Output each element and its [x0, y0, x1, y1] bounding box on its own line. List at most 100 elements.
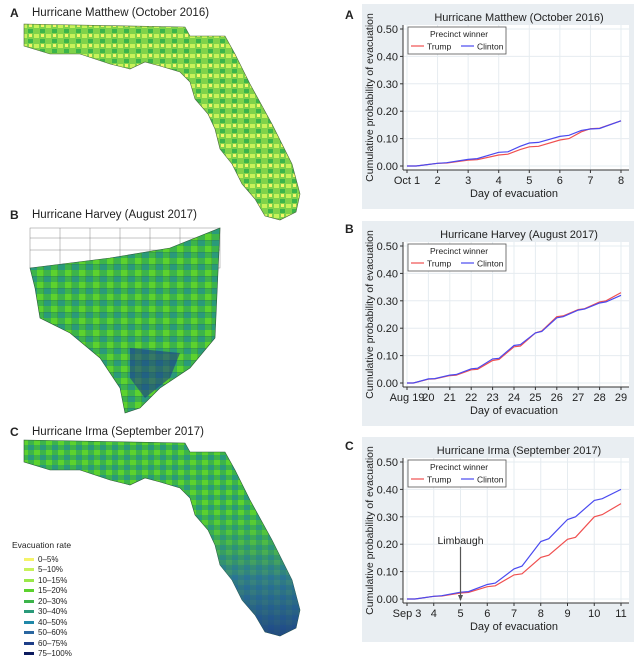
legend-swatch: [24, 568, 34, 571]
y-tick-label: 0.40: [377, 484, 398, 496]
x-axis-label: Day of evacuation: [470, 621, 558, 633]
legend-swatch: [24, 610, 34, 613]
y-tick-label: 0.30: [377, 296, 398, 308]
x-tick-label: 4: [496, 175, 502, 187]
x-tick-label: 6: [557, 175, 563, 187]
legend-label: 40–50%: [38, 618, 67, 627]
x-tick-label: 2: [435, 175, 441, 187]
legend-label-trump: Trump: [427, 259, 452, 269]
legend-label: 50–60%: [38, 628, 67, 637]
legend-item: 15–20%: [8, 586, 72, 597]
legend-swatch: [24, 579, 34, 582]
legend-item: 50–60%: [8, 628, 72, 639]
map-florida-matthew: [24, 24, 300, 220]
x-tick-label: Sep 3: [393, 608, 422, 620]
x-tick-label: 8: [618, 175, 624, 187]
legend-swatch: [24, 631, 34, 634]
legend-label: 30–40%: [38, 607, 67, 616]
y-tick-label: 0.50: [377, 241, 398, 253]
legend-label-clinton: Clinton: [477, 259, 504, 269]
legend-label: 5–10%: [38, 565, 63, 574]
legend-label-trump: Trump: [427, 475, 452, 485]
x-axis-label: Day of evacuation: [470, 405, 558, 417]
legend-label-clinton: Clinton: [477, 475, 504, 485]
chart-title: Hurricane Harvey (August 2017): [440, 229, 598, 241]
legend-item: 40–50%: [8, 617, 72, 628]
legend-swatch: [24, 558, 34, 561]
y-tick-label: 0.00: [377, 378, 398, 390]
legend-item: 0–5%: [8, 554, 72, 565]
y-tick-label: 0.50: [377, 24, 398, 36]
x-axis-label: Day of evacuation: [470, 188, 558, 200]
y-tick-label: 0.10: [377, 567, 398, 579]
x-tick-label: 24: [508, 392, 520, 404]
y-tick-label: 0.00: [377, 161, 398, 173]
x-tick-label: 5: [457, 608, 463, 620]
legend-label: 20–30%: [38, 597, 67, 606]
y-tick-label: 0.40: [377, 51, 398, 63]
chart-title: Hurricane Matthew (October 2016): [434, 12, 603, 24]
y-tick-label: 0.20: [377, 106, 398, 118]
y-tick-label: 0.40: [377, 268, 398, 280]
x-tick-label: 23: [486, 392, 498, 404]
x-tick-label: 22: [465, 392, 477, 404]
x-tick-label: 26: [551, 392, 563, 404]
legend-title: Precinct winner: [430, 246, 488, 256]
x-tick-label: 9: [564, 608, 570, 620]
legend-label: 75–100%: [38, 649, 72, 658]
legend-item: 10–15%: [8, 575, 72, 586]
legend-label: 15–20%: [38, 586, 67, 595]
legend-title: Evacuation rate: [12, 540, 72, 550]
map-texas-harvey: [30, 228, 220, 413]
x-tick-label: 21: [444, 392, 456, 404]
x-tick-label: 8: [538, 608, 544, 620]
map-legend: Evacuation rate 0–5%5–10% 10–15%15–20% 20–…: [8, 540, 72, 659]
legend-label: 10–15%: [38, 576, 67, 585]
annotation-label: Limbaugh: [437, 535, 483, 547]
x-tick-label: 10: [588, 608, 600, 620]
y-tick-label: 0.30: [377, 512, 398, 524]
x-tick-label: 20: [422, 392, 434, 404]
x-tick-label: Aug 19: [390, 392, 425, 404]
legend-swatch: [24, 621, 34, 624]
panel-label-chart-b: B: [345, 222, 354, 236]
x-tick-label: 11: [615, 608, 626, 620]
legend-label: 60–75%: [38, 639, 67, 648]
y-tick-label: 0.20: [377, 539, 398, 551]
x-tick-label: 29: [615, 392, 627, 404]
x-tick-label: Oct 1: [394, 175, 420, 187]
legend-label-trump: Trump: [427, 42, 452, 52]
legend-item: 75–100%: [8, 649, 72, 659]
y-axis-label: Cumulative probability of evacuation: [364, 13, 376, 182]
legend-item: 5–10%: [8, 565, 72, 576]
legend-item: 20–30%: [8, 596, 72, 607]
x-tick-label: 6: [484, 608, 490, 620]
legend-label: 0–5%: [38, 555, 58, 564]
legend-swatch: [24, 600, 34, 603]
x-tick-label: 28: [593, 392, 605, 404]
x-tick-label: 25: [529, 392, 541, 404]
y-tick-label: 0.10: [377, 134, 398, 146]
panel-label-chart-c: C: [345, 439, 354, 453]
legend-item: 60–75%: [8, 638, 72, 649]
legend-swatch: [24, 652, 34, 655]
legend-title: Precinct winner: [430, 462, 488, 472]
legend-item: 30–40%: [8, 607, 72, 618]
legend-swatch: [24, 589, 34, 592]
y-tick-label: 0.10: [377, 351, 398, 363]
x-tick-label: 7: [587, 175, 593, 187]
y-axis-label: Cumulative probability of evacuation: [364, 446, 376, 615]
y-tick-label: 0.50: [377, 457, 398, 469]
panel-label-chart-a: A: [345, 8, 354, 22]
x-tick-label: 7: [511, 608, 517, 620]
legend-title: Precinct winner: [430, 29, 488, 39]
y-tick-label: 0.00: [377, 594, 398, 606]
x-tick-label: 27: [572, 392, 584, 404]
x-tick-label: 4: [431, 608, 437, 620]
